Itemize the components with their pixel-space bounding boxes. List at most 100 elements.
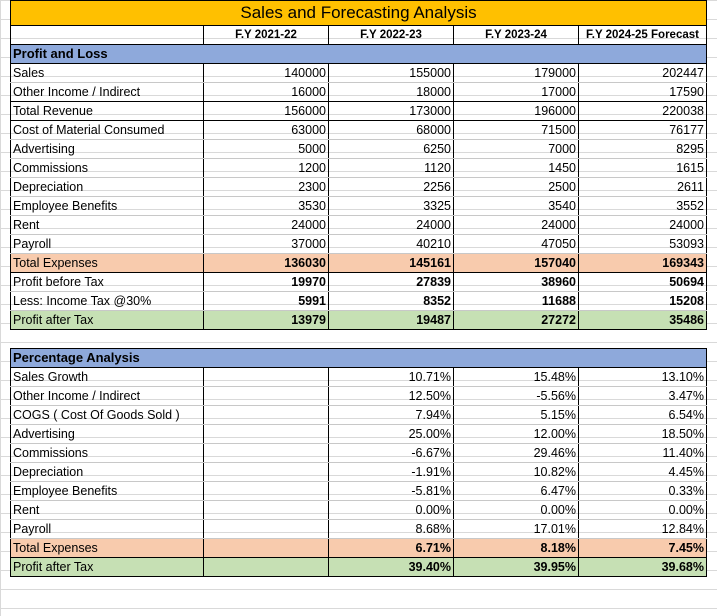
value-cell[interactable]: 136030 [203, 253, 329, 273]
value-cell[interactable]: 2300 [203, 177, 329, 197]
value-cell[interactable]: 2256 [328, 177, 454, 197]
value-cell[interactable]: 12.50% [328, 386, 454, 406]
row-label[interactable]: Advertising [10, 424, 204, 444]
value-cell[interactable]: 7.94% [328, 405, 454, 425]
value-cell[interactable]: 0.00% [578, 500, 707, 520]
empty-cell[interactable] [329, 330, 454, 349]
row-label[interactable]: Total Revenue [10, 101, 204, 121]
row-label[interactable]: Profit after Tax [10, 557, 204, 577]
value-cell[interactable]: 25.00% [328, 424, 454, 444]
value-cell[interactable]: -6.67% [328, 443, 454, 463]
value-cell[interactable]: 18000 [328, 82, 454, 102]
value-cell[interactable]: 27839 [328, 272, 454, 292]
value-cell[interactable]: 16000 [203, 82, 329, 102]
row-label[interactable]: Payroll [10, 234, 204, 254]
row-label[interactable]: Employee Benefits [10, 196, 204, 216]
value-cell[interactable]: 47050 [453, 234, 579, 254]
row-label[interactable]: Cost of Material Consumed [10, 120, 204, 140]
value-cell[interactable]: 17.01% [453, 519, 579, 539]
value-cell[interactable]: 0.33% [578, 481, 707, 501]
value-cell[interactable]: 8295 [578, 139, 707, 159]
value-cell[interactable] [203, 367, 329, 387]
value-cell[interactable]: 68000 [328, 120, 454, 140]
value-cell[interactable]: -5.56% [453, 386, 579, 406]
header-cell[interactable] [10, 25, 204, 45]
value-cell[interactable]: 3540 [453, 196, 579, 216]
value-cell[interactable] [203, 538, 329, 558]
value-cell[interactable]: 220038 [578, 101, 707, 121]
value-cell[interactable]: -5.81% [328, 481, 454, 501]
value-cell[interactable]: 24000 [203, 215, 329, 235]
row-label[interactable]: Other Income / Indirect [10, 386, 204, 406]
section-title[interactable]: Percentage Analysis [10, 348, 707, 368]
value-cell[interactable]: 24000 [328, 215, 454, 235]
row-label[interactable]: Depreciation [10, 462, 204, 482]
header-cell[interactable]: F.Y 2021-22 [203, 25, 329, 45]
value-cell[interactable]: 17590 [578, 82, 707, 102]
value-cell[interactable]: 0.00% [453, 500, 579, 520]
value-cell[interactable]: 202447 [578, 63, 707, 83]
value-cell[interactable]: 11.40% [578, 443, 707, 463]
value-cell[interactable]: 140000 [203, 63, 329, 83]
value-cell[interactable]: 1615 [578, 158, 707, 178]
value-cell[interactable]: 7.45% [578, 538, 707, 558]
value-cell[interactable]: 1450 [453, 158, 579, 178]
value-cell[interactable]: 19487 [328, 310, 454, 330]
value-cell[interactable]: 11688 [453, 291, 579, 311]
value-cell[interactable] [203, 405, 329, 425]
row-label[interactable]: Other Income / Indirect [10, 82, 204, 102]
row-label[interactable]: Profit after Tax [10, 310, 204, 330]
value-cell[interactable]: -1.91% [328, 462, 454, 482]
value-cell[interactable]: 50694 [578, 272, 707, 292]
value-cell[interactable]: 24000 [453, 215, 579, 235]
row-label[interactable]: Commissions [10, 443, 204, 463]
value-cell[interactable]: 8.18% [453, 538, 579, 558]
value-cell[interactable]: 12.00% [453, 424, 579, 444]
value-cell[interactable] [203, 443, 329, 463]
value-cell[interactable]: 10.71% [328, 367, 454, 387]
value-cell[interactable]: 15.48% [453, 367, 579, 387]
value-cell[interactable]: 4.45% [578, 462, 707, 482]
value-cell[interactable]: 1120 [328, 158, 454, 178]
row-label[interactable]: Depreciation [10, 177, 204, 197]
row-label[interactable]: COGS ( Cost Of Goods Sold ) [10, 405, 204, 425]
row-label[interactable]: Sales [10, 63, 204, 83]
header-cell[interactable]: F.Y 2022-23 [328, 25, 454, 45]
row-label[interactable]: Payroll [10, 519, 204, 539]
value-cell[interactable]: 63000 [203, 120, 329, 140]
value-cell[interactable] [203, 557, 329, 577]
value-cell[interactable]: 38960 [453, 272, 579, 292]
value-cell[interactable]: 6250 [328, 139, 454, 159]
value-cell[interactable]: 1200 [203, 158, 329, 178]
value-cell[interactable]: 0.00% [328, 500, 454, 520]
value-cell[interactable]: 19970 [203, 272, 329, 292]
empty-cell[interactable] [454, 330, 579, 349]
value-cell[interactable]: 156000 [203, 101, 329, 121]
value-cell[interactable]: 2611 [578, 177, 707, 197]
value-cell[interactable]: 5000 [203, 139, 329, 159]
header-cell[interactable]: F.Y 2023-24 [453, 25, 579, 45]
value-cell[interactable]: 169343 [578, 253, 707, 273]
value-cell[interactable]: 179000 [453, 63, 579, 83]
value-cell[interactable]: 27272 [453, 310, 579, 330]
value-cell[interactable]: 7000 [453, 139, 579, 159]
empty-cell[interactable] [579, 330, 707, 349]
value-cell[interactable]: 3552 [578, 196, 707, 216]
value-cell[interactable]: 29.46% [453, 443, 579, 463]
value-cell[interactable] [203, 386, 329, 406]
value-cell[interactable]: 3530 [203, 196, 329, 216]
value-cell[interactable]: 18.50% [578, 424, 707, 444]
row-label[interactable]: Advertising [10, 139, 204, 159]
value-cell[interactable]: 13979 [203, 310, 329, 330]
row-label[interactable]: Profit before Tax [10, 272, 204, 292]
empty-cell[interactable] [11, 330, 204, 349]
value-cell[interactable]: 155000 [328, 63, 454, 83]
value-cell[interactable]: 196000 [453, 101, 579, 121]
value-cell[interactable]: 12.84% [578, 519, 707, 539]
value-cell[interactable]: 2500 [453, 177, 579, 197]
value-cell[interactable]: 17000 [453, 82, 579, 102]
value-cell[interactable]: 35486 [578, 310, 707, 330]
sheet-title[interactable]: Sales and Forecasting Analysis [10, 0, 707, 26]
section-title[interactable]: Profit and Loss [10, 44, 707, 64]
value-cell[interactable]: 39.95% [453, 557, 579, 577]
